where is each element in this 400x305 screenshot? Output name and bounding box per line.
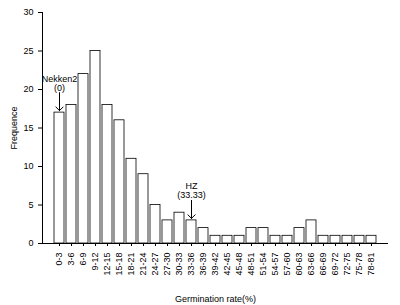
svg-text:39-42: 39-42: [210, 253, 220, 276]
svg-text:48-51: 48-51: [246, 253, 256, 276]
svg-text:54-57: 54-57: [270, 253, 280, 276]
svg-text:15: 15: [23, 123, 33, 133]
svg-text:57-60: 57-60: [282, 253, 292, 276]
svg-text:30: 30: [23, 7, 33, 17]
svg-text:21-24: 21-24: [138, 253, 148, 276]
svg-text:51-54: 51-54: [258, 253, 268, 276]
svg-text:24-27: 24-27: [150, 253, 160, 276]
svg-text:69-72: 69-72: [330, 253, 340, 276]
svg-text:3-6: 3-6: [66, 253, 76, 266]
svg-text:6-9: 6-9: [78, 253, 88, 266]
svg-text:75-78: 75-78: [354, 253, 364, 276]
svg-text:42-45: 42-45: [222, 253, 232, 276]
svg-text:63-66: 63-66: [306, 253, 316, 276]
svg-text:27-30: 27-30: [162, 253, 172, 276]
svg-text:0: 0: [28, 238, 33, 248]
svg-text:5: 5: [28, 200, 33, 210]
svg-text:HZ(33.33): HZ(33.33): [177, 181, 206, 200]
svg-text:72-75: 72-75: [342, 253, 352, 276]
svg-text:66-69: 66-69: [318, 253, 328, 276]
svg-text:10: 10: [23, 161, 33, 171]
svg-text:45-48: 45-48: [234, 253, 244, 276]
svg-text:15-18: 15-18: [114, 253, 124, 276]
svg-text:Nekken2(0): Nekken2(0): [42, 74, 78, 93]
svg-text:25: 25: [23, 46, 33, 56]
svg-text:0-3: 0-3: [54, 253, 64, 266]
svg-text:30-33: 30-33: [174, 253, 184, 276]
svg-text:60-63: 60-63: [294, 253, 304, 276]
svg-text:Germination rate(%): Germination rate(%): [175, 294, 256, 304]
svg-text:12-15: 12-15: [102, 253, 112, 276]
svg-text:78-81: 78-81: [366, 253, 376, 276]
svg-text:33-36: 33-36: [186, 253, 196, 276]
svg-text:Frequence: Frequence: [9, 106, 19, 149]
svg-text:20: 20: [23, 84, 33, 94]
svg-text:18-21: 18-21: [126, 253, 136, 276]
svg-text:36-39: 36-39: [198, 253, 208, 276]
svg-text:9-12: 9-12: [90, 253, 100, 271]
